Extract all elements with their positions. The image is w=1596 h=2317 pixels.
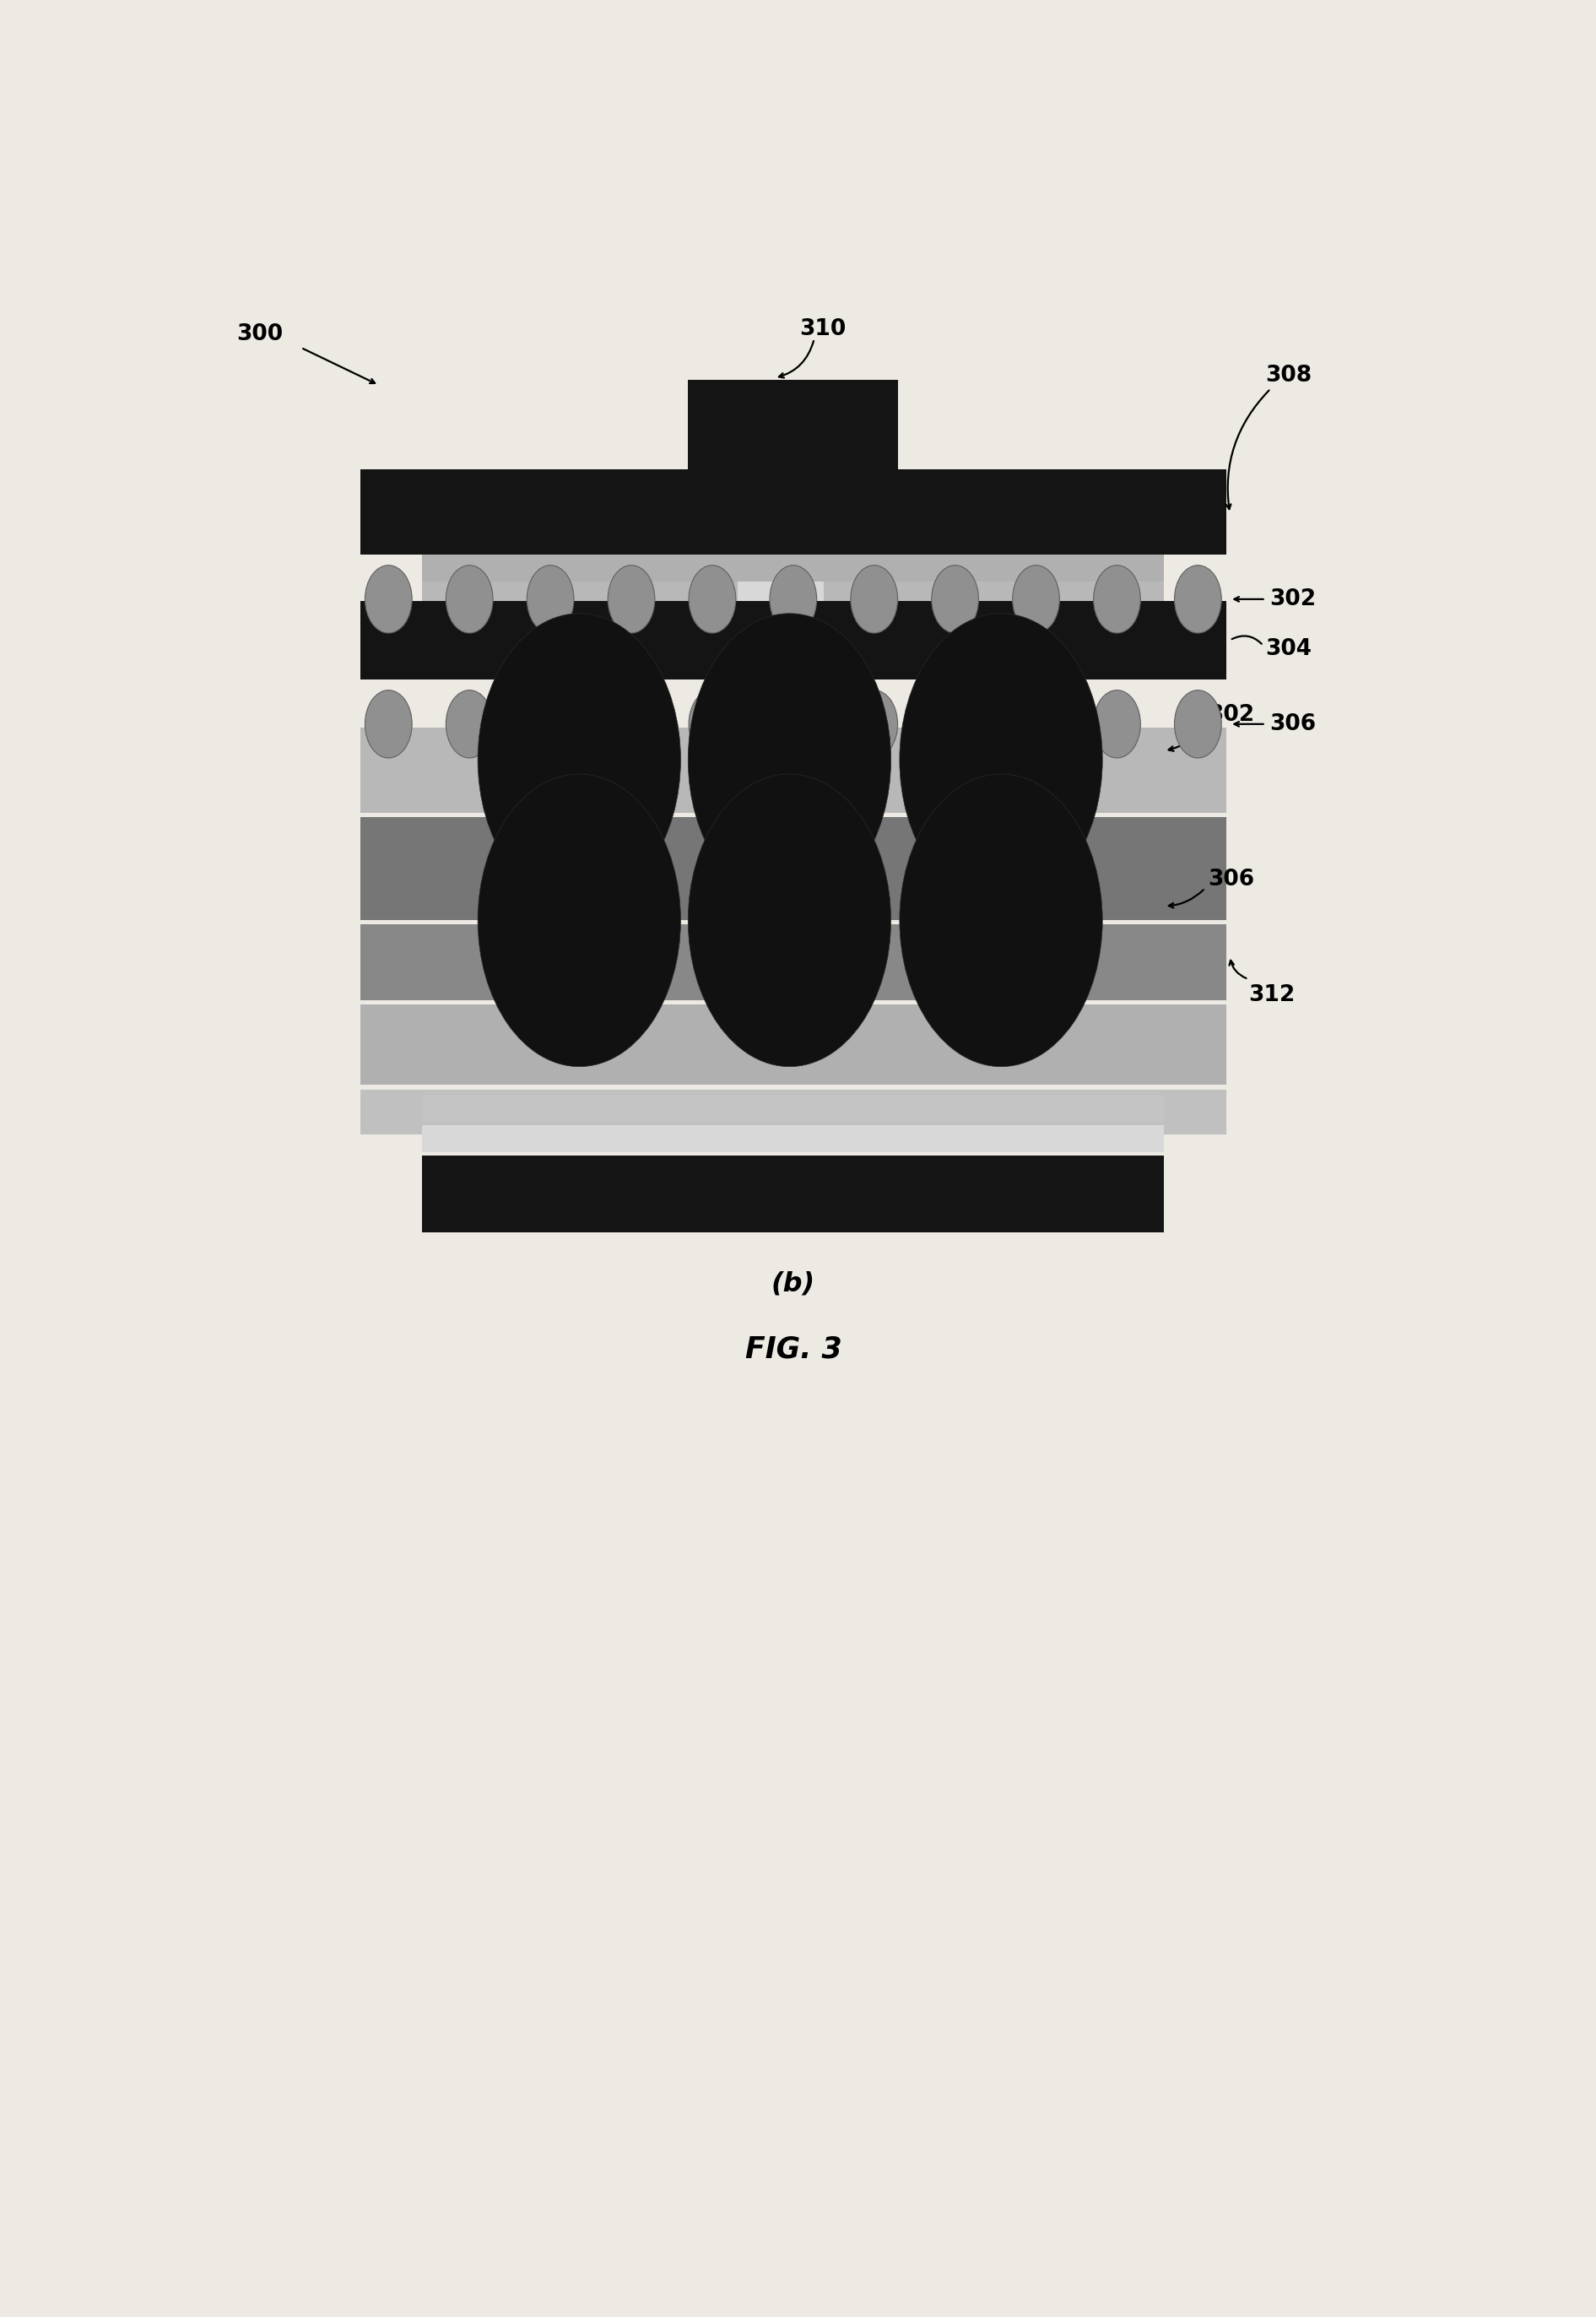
Text: 304: 304	[1266, 637, 1312, 660]
Circle shape	[769, 690, 817, 758]
Bar	[361, 468, 1226, 554]
Circle shape	[365, 565, 412, 633]
Bar	[361, 924, 1226, 1001]
Text: (b): (b)	[771, 1272, 816, 1298]
Circle shape	[688, 614, 891, 906]
Circle shape	[932, 690, 978, 758]
Circle shape	[477, 774, 680, 1066]
Bar	[421, 1156, 1165, 1233]
Circle shape	[527, 565, 575, 633]
Circle shape	[1012, 690, 1060, 758]
Text: FIG. 3: FIG. 3	[745, 1335, 841, 1362]
Circle shape	[688, 774, 891, 1066]
Circle shape	[1175, 690, 1221, 758]
Circle shape	[900, 774, 1103, 1066]
Circle shape	[689, 690, 736, 758]
Circle shape	[1175, 565, 1221, 633]
Circle shape	[365, 690, 412, 758]
Circle shape	[477, 614, 680, 906]
Bar	[737, 582, 824, 635]
Bar	[421, 554, 1165, 582]
Bar	[824, 582, 1165, 635]
Text: 306: 306	[1269, 714, 1317, 734]
Text: 302: 302	[1208, 704, 1254, 725]
Circle shape	[932, 565, 978, 633]
Bar	[361, 728, 1226, 813]
Bar	[361, 818, 1226, 920]
Bar	[421, 1126, 1165, 1152]
Bar	[361, 600, 1226, 679]
Bar	[361, 1003, 1226, 1084]
Bar	[421, 1022, 1165, 1073]
Circle shape	[900, 614, 1103, 906]
Bar	[688, 380, 899, 468]
Text: 310: 310	[800, 317, 846, 341]
Circle shape	[608, 565, 654, 633]
Bar	[421, 514, 1165, 549]
Circle shape	[769, 565, 817, 633]
Text: 312: 312	[1248, 985, 1294, 1006]
Circle shape	[851, 565, 897, 633]
Circle shape	[1093, 565, 1141, 633]
Bar	[361, 1089, 1226, 1135]
Text: 308: 308	[1266, 364, 1312, 387]
Circle shape	[1012, 565, 1060, 633]
Circle shape	[445, 690, 493, 758]
Text: 306: 306	[1208, 869, 1254, 890]
Circle shape	[527, 690, 575, 758]
Bar	[421, 635, 1165, 674]
Text: 300: 300	[236, 324, 282, 345]
Circle shape	[608, 690, 654, 758]
Circle shape	[445, 565, 493, 633]
Text: 302: 302	[1269, 589, 1317, 609]
Circle shape	[1093, 690, 1141, 758]
Bar	[421, 582, 737, 635]
Circle shape	[689, 565, 736, 633]
Bar	[421, 1096, 1165, 1121]
Text: (a): (a)	[772, 1163, 814, 1191]
Circle shape	[851, 690, 897, 758]
